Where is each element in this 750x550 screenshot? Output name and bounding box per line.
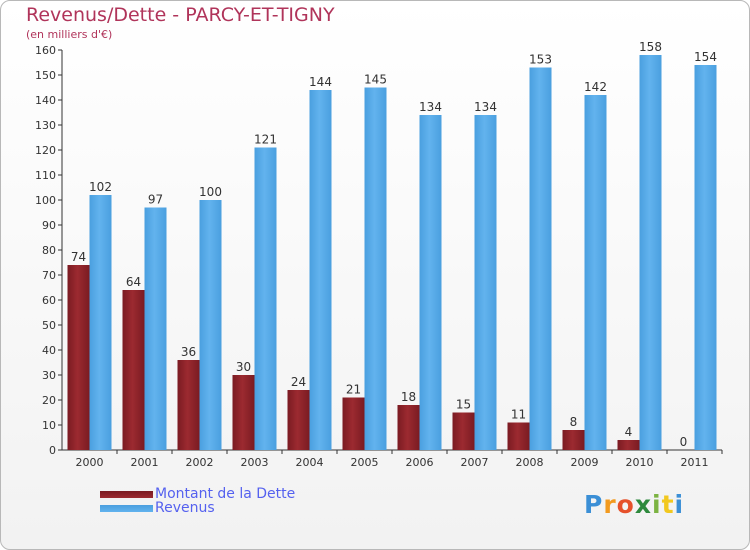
y-tick-label: 130: [35, 119, 56, 132]
debt-bar: [507, 422, 530, 450]
y-tick-label: 40: [42, 344, 56, 357]
y-tick-label: 100: [35, 194, 56, 207]
debt-value-label: 8: [570, 415, 578, 429]
debt-value-label: 30: [236, 360, 251, 374]
debt-value-label: 64: [126, 275, 141, 289]
y-tick-label: 120: [35, 144, 56, 157]
x-tick-label: 2009: [571, 456, 599, 469]
x-tick-label: 2001: [131, 456, 159, 469]
y-tick-label: 150: [35, 69, 56, 82]
revenue-bar: [89, 195, 112, 450]
debt-bar: [562, 430, 585, 450]
revenue-value-label: 134: [474, 100, 497, 114]
debt-value-label: 18: [401, 390, 416, 404]
logo-letter: t: [661, 490, 675, 519]
x-tick-label: 2006: [406, 456, 434, 469]
logo-letter: i: [674, 490, 685, 519]
x-tick-label: 2005: [351, 456, 379, 469]
revenue-bar: [309, 90, 332, 450]
x-tick-label: 2002: [186, 456, 214, 469]
revenue-bar: [474, 115, 497, 450]
revenue-bar: [144, 207, 167, 450]
y-tick-label: 50: [42, 319, 56, 332]
y-tick-label: 90: [42, 219, 56, 232]
revenue-value-label: 153: [529, 53, 552, 67]
logo-letter: P: [584, 490, 604, 519]
debt-value-label: 11: [511, 408, 526, 422]
debt-value-label: 36: [181, 345, 196, 359]
revenue-value-label: 142: [584, 80, 607, 94]
x-tick-label: 2004: [296, 456, 324, 469]
debt-bar: [397, 405, 420, 450]
legend-swatch-debt: [100, 490, 153, 498]
x-tick-label: 2007: [461, 456, 489, 469]
legend-item-debt: Montant de la Dette: [100, 486, 296, 502]
legend-label-debt: Montant de la Dette: [155, 486, 296, 502]
y-tick-label: 10: [42, 419, 56, 432]
revenue-bar: [639, 55, 662, 450]
revenue-value-label: 97: [148, 193, 163, 207]
y-tick-label: 160: [35, 44, 56, 57]
debt-bar: [177, 360, 200, 450]
revenue-value-label: 145: [364, 73, 387, 87]
revenue-value-label: 144: [309, 75, 332, 89]
logo-letter: x: [634, 490, 652, 519]
revenue-bar: [419, 115, 442, 450]
y-tick-label: 30: [42, 369, 56, 382]
y-tick-label: 0: [49, 444, 56, 457]
revenue-value-label: 102: [89, 180, 112, 194]
revenue-bar: [584, 95, 607, 450]
revenue-bar: [364, 87, 387, 450]
debt-bar: [67, 265, 90, 450]
x-tick-label: 2008: [516, 456, 544, 469]
y-tick-label: 80: [42, 244, 56, 257]
y-tick-label: 20: [42, 394, 56, 407]
debt-bar: [232, 375, 255, 450]
revenue-value-label: 121: [254, 133, 277, 147]
legend: Montant de la Dette Revenus: [100, 486, 296, 516]
revenue-bar: [199, 200, 222, 450]
y-tick-label: 70: [42, 269, 56, 282]
debt-bar: [452, 412, 475, 450]
debt-value-label: 74: [71, 250, 86, 264]
revenue-value-label: 100: [199, 185, 222, 199]
debt-bar: [617, 440, 640, 450]
chart-subtitle: (en milliers d'€): [26, 28, 113, 41]
debt-bar: [342, 397, 365, 450]
legend-swatch-revenue: [100, 504, 153, 512]
proxiti-logo: Proxiti: [584, 490, 684, 519]
revenue-value-label: 158: [639, 40, 662, 54]
debt-value-label: 4: [625, 425, 633, 439]
logo-letter: i: [652, 490, 662, 519]
debt-value-label: 0: [680, 435, 688, 449]
logo-letter: o: [616, 490, 635, 519]
x-tick-label: 2000: [76, 456, 104, 469]
y-tick-label: 140: [35, 94, 56, 107]
debt-bar: [122, 290, 145, 450]
x-tick-label: 2010: [626, 456, 654, 469]
x-tick-label: 2011: [681, 456, 709, 469]
revenue-value-label: 154: [694, 50, 717, 64]
revenue-bar: [529, 67, 552, 450]
y-tick-label: 110: [35, 169, 56, 182]
revenue-value-label: 134: [419, 100, 442, 114]
y-tick-label: 60: [42, 294, 56, 307]
debt-bar: [287, 390, 310, 450]
legend-item-revenue: Revenus: [100, 500, 295, 516]
revenue-bar: [254, 147, 277, 450]
revenue-bar: [694, 65, 717, 450]
logo-letter: r: [603, 490, 617, 519]
debt-value-label: 24: [291, 375, 306, 389]
debt-value-label: 21: [346, 383, 361, 397]
x-tick-label: 2003: [241, 456, 269, 469]
legend-label-revenue: Revenus: [155, 500, 215, 516]
chart-title: Revenus/Dette - PARCY-ET-TIGNY: [26, 4, 335, 26]
debt-value-label: 15: [456, 398, 471, 412]
